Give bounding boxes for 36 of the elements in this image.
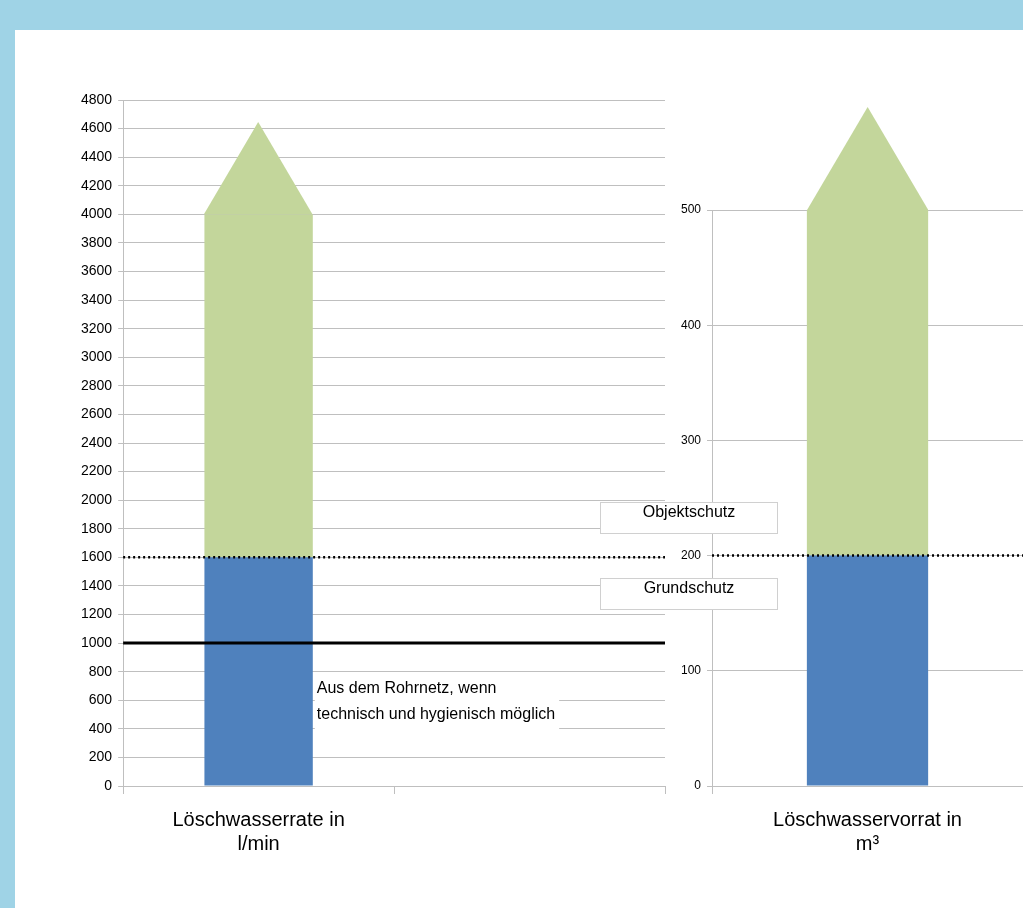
- y-tick-label: 4400: [80, 148, 113, 165]
- text-box: Objektschutz: [600, 501, 778, 534]
- y-tick-label: 3200: [80, 319, 113, 336]
- y-tick-label: 400: [680, 317, 702, 332]
- y-tick-label: 2200: [80, 462, 113, 479]
- y-tick-label: 1400: [80, 576, 113, 593]
- y-tick-label: 1800: [80, 519, 113, 536]
- y-tick-label: 3800: [80, 233, 113, 250]
- ref-line-label: Aus dem Rohrnetz, wenn technisch und hygienisch möglich: [316, 679, 556, 723]
- y-tick-label: 200: [88, 748, 113, 765]
- y-tick-label: 1200: [80, 605, 113, 622]
- text-box: Grundschutz: [600, 577, 778, 610]
- y-tick-label: 0: [104, 776, 113, 793]
- y-tick-label: 2000: [80, 491, 113, 508]
- y-tick-label: 0: [694, 778, 702, 793]
- y-tick-label: 3000: [80, 348, 113, 365]
- y-tick-label: 200: [680, 547, 702, 562]
- y-tick-label: 4800: [80, 90, 113, 107]
- y-tick-label: 3600: [80, 262, 113, 279]
- y-tick-label: 4000: [80, 205, 113, 222]
- y-tick-label: 4600: [80, 119, 113, 136]
- y-tick-label: 3400: [80, 290, 113, 307]
- y-tick-label: 2400: [80, 433, 113, 450]
- y-tick-label: 500: [680, 202, 702, 217]
- y-tick-label: 800: [88, 662, 113, 679]
- y-tick-label: 2800: [80, 376, 113, 393]
- y-tick-label: 100: [680, 663, 702, 678]
- y-tick-label: 1600: [80, 548, 113, 565]
- y-tick-label: 1000: [80, 633, 113, 650]
- x-tick-label: Löschwasservorrat in m³: [773, 807, 962, 854]
- y-tick-label: 300: [680, 432, 702, 447]
- y-tick-label: 4200: [80, 176, 113, 193]
- y-tick-label: 400: [88, 719, 113, 736]
- x-tick-label: Löschwasserrate in l/min: [172, 807, 345, 854]
- y-tick-label: 2600: [80, 405, 113, 422]
- y-tick-label: 600: [88, 691, 113, 708]
